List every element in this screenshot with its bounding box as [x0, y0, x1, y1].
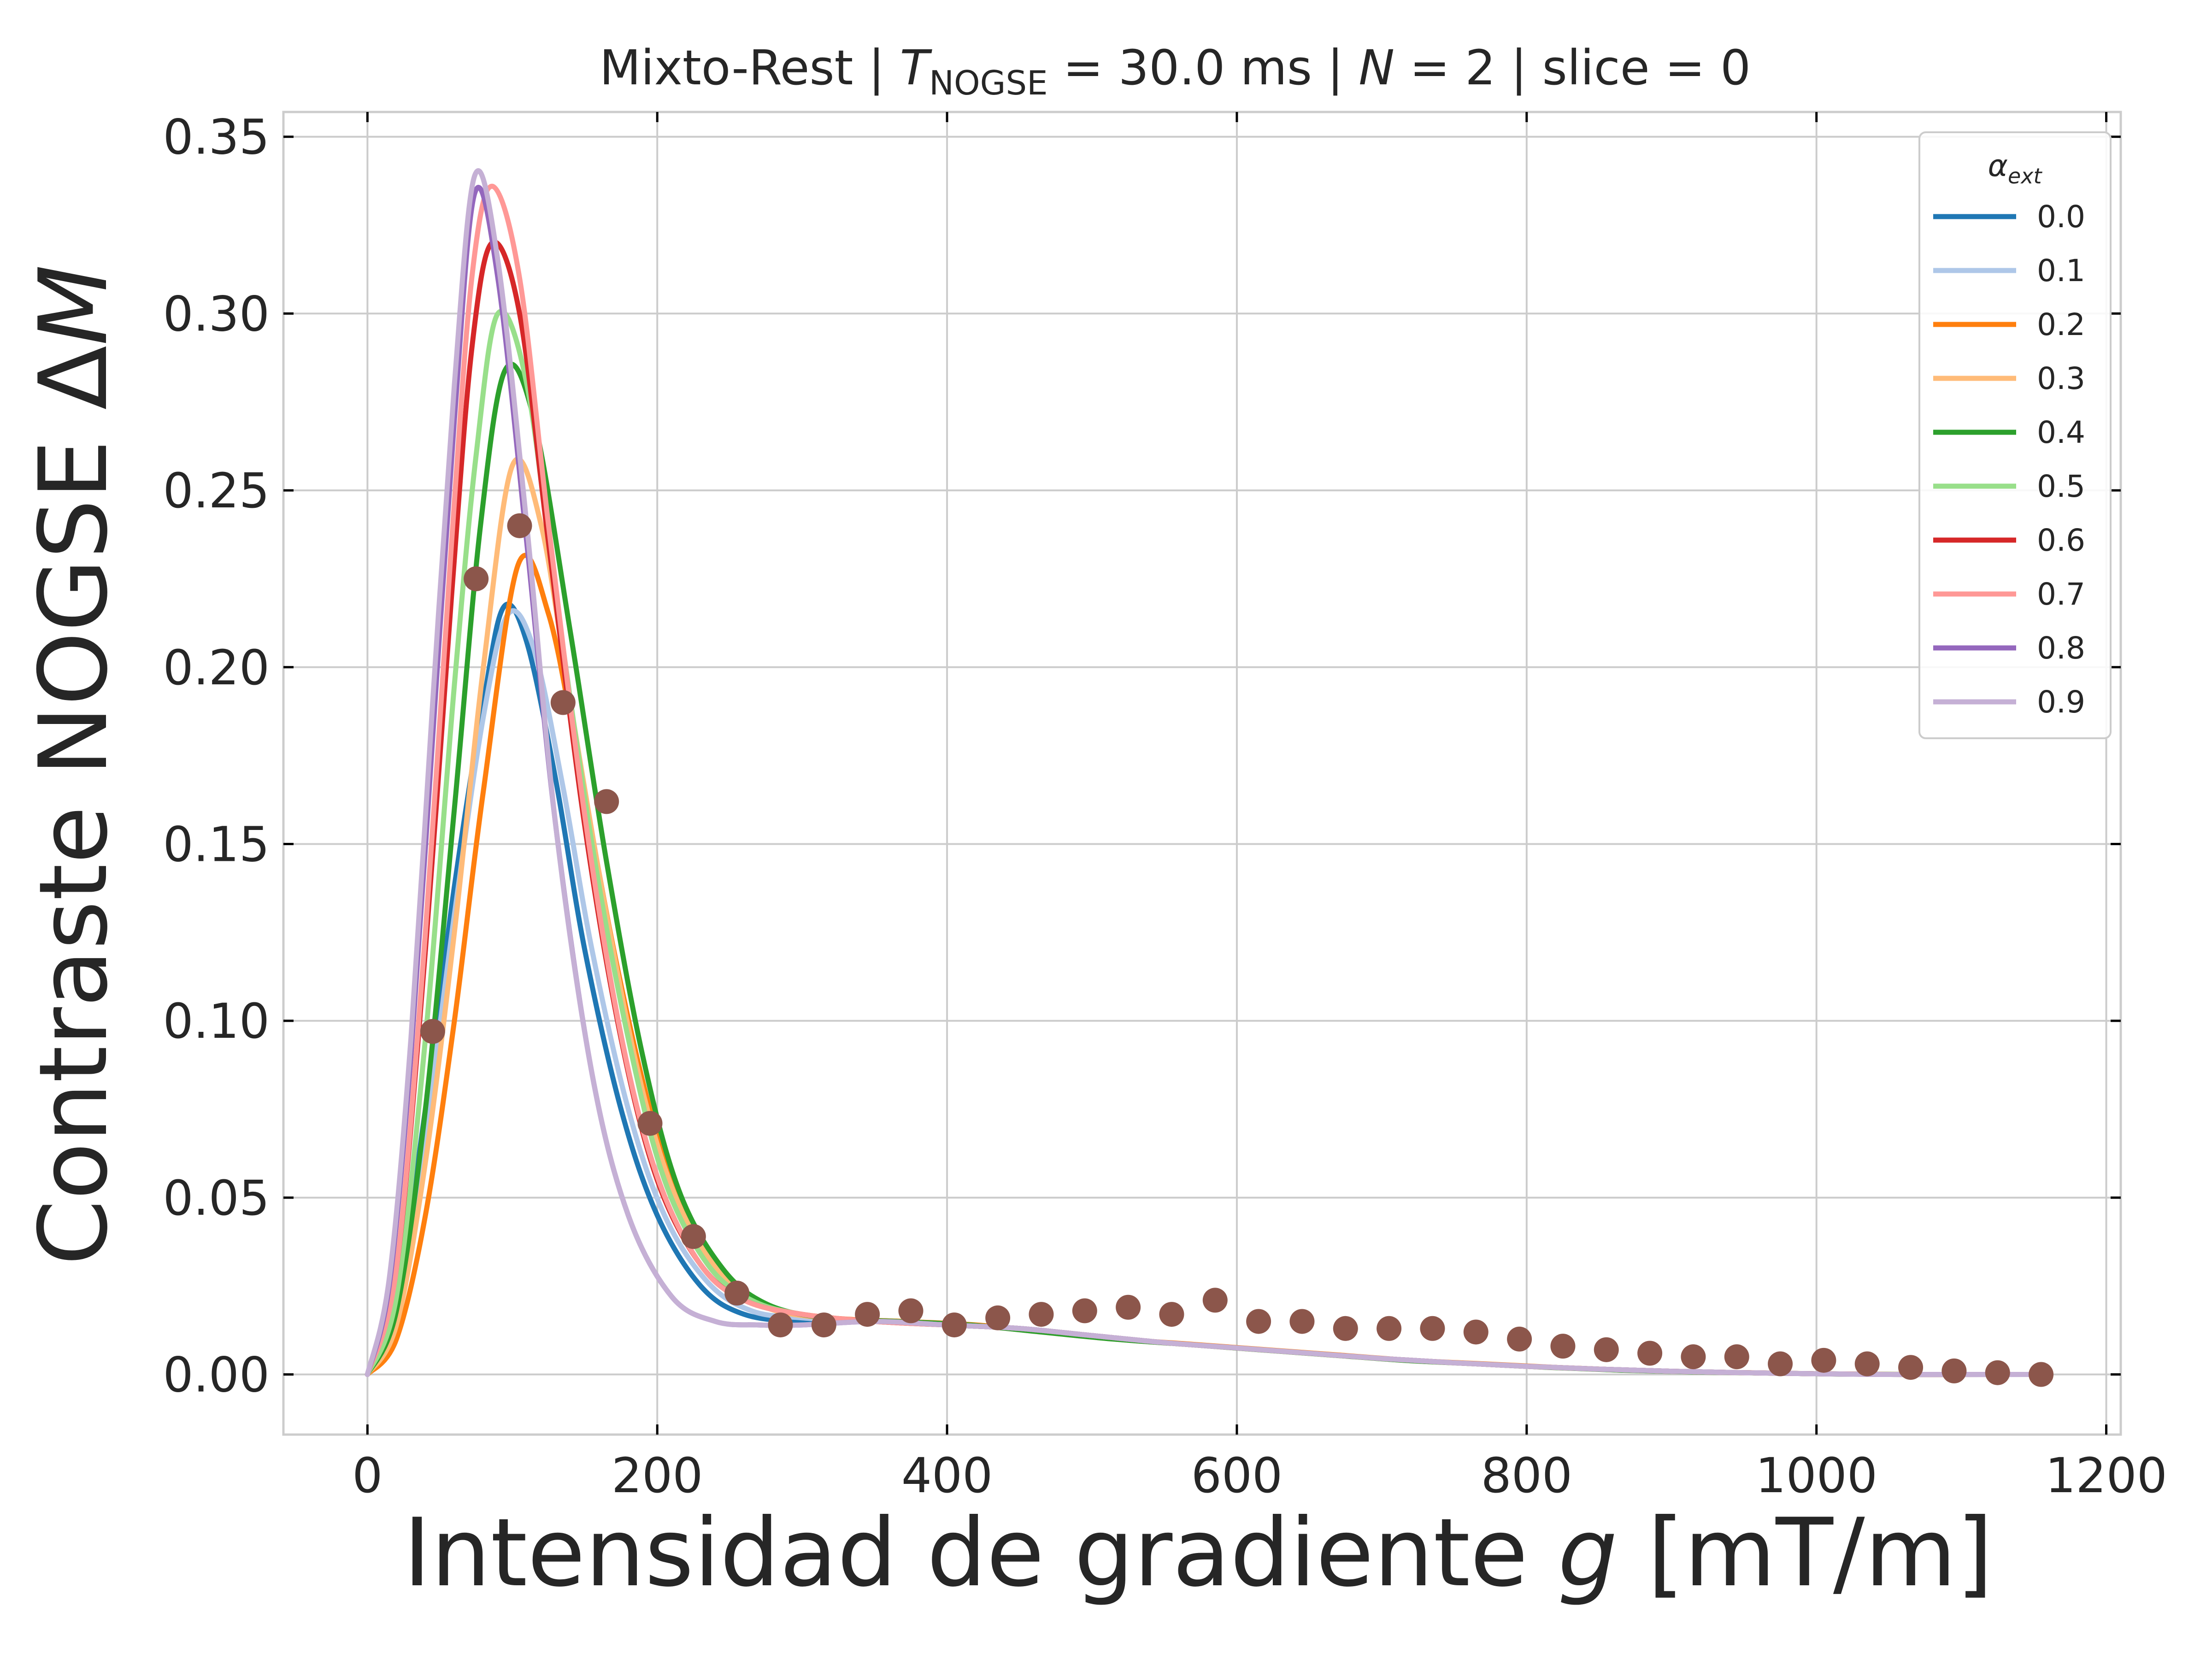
data-point: [1724, 1344, 1749, 1370]
legend-label-0.6: 0.6: [2037, 523, 2085, 558]
x-axis-label: Intensidad de gradiente g [mT/m]: [403, 1499, 1993, 1608]
legend-entries: 0.0 0.1 0.2 0.3 0.4 0.5 0.6 0.7 0.8 0.9: [1933, 199, 2085, 720]
data-point: [1116, 1294, 1141, 1320]
data-point: [1941, 1358, 1967, 1383]
series-line-0.9: [365, 168, 2040, 1377]
x-axis-label-var: g: [1558, 1499, 1618, 1608]
data-point: [855, 1302, 880, 1327]
y-tick-label: 0.35: [163, 109, 270, 165]
title-t-symbol: T: [900, 40, 933, 96]
tick-labels: 0 200 400 600 800 1000 1200 0.00 0.05 0.10 0.15 0.2…: [163, 109, 2167, 1504]
data-point: [1768, 1351, 1793, 1377]
legend-label-0.0: 0.0: [2037, 199, 2085, 235]
data-point: [681, 1224, 706, 1249]
data-point: [1420, 1316, 1445, 1341]
y-tick-label: 0.25: [163, 463, 270, 519]
data-point: [1072, 1298, 1097, 1324]
data-point: [724, 1281, 750, 1306]
x-tick-label: 1200: [2045, 1447, 2167, 1504]
chart-title: Mixto-Rest | TNOGSE = 30.0 ms | N = 2 | …: [600, 40, 1751, 102]
legend-label-0.7: 0.7: [2037, 577, 2085, 612]
legend-title-symbol: α: [1988, 148, 2008, 183]
data-point: [1246, 1309, 1271, 1334]
legend-label-0.9: 0.9: [2037, 684, 2085, 720]
y-axis-label: Contraste NOGSE ΔM: [19, 265, 129, 1265]
data-point: [1550, 1334, 1576, 1359]
data-point: [768, 1312, 793, 1338]
data-point: [898, 1298, 924, 1324]
data-point: [1289, 1309, 1315, 1334]
y-tick-label: 0.10: [163, 993, 270, 1049]
plot-frame: [282, 111, 2122, 1436]
data-point: [550, 690, 576, 715]
title-t-value: = 30.0 ms |: [1048, 40, 1359, 96]
x-tick-label: 600: [1191, 1447, 1283, 1504]
title-t-subscript: NOGSE: [929, 64, 1048, 102]
title-n-symbol: N: [1359, 40, 1394, 96]
y-tick-label: 0.30: [163, 286, 270, 342]
data-point: [1681, 1344, 1706, 1370]
x-tick-label: 0: [352, 1447, 382, 1504]
legend: αext 0.0 0.1 0.2 0.3 0.4 0.5 0.6 0.7 0.8 0.9: [1918, 131, 2112, 739]
y-tick-label: 0.00: [163, 1347, 270, 1403]
data-points: [420, 513, 2054, 1387]
data-point: [1159, 1302, 1184, 1327]
series-lines: [365, 168, 2040, 1377]
x-tick-label: 800: [1481, 1447, 1573, 1504]
x-tick-label: 1000: [1755, 1447, 1877, 1504]
data-point: [1898, 1355, 1924, 1380]
data-point: [594, 789, 619, 814]
legend-label-0.2: 0.2: [2037, 307, 2085, 342]
data-point: [1985, 1360, 2010, 1385]
axis-ticks: [283, 112, 2121, 1435]
y-tick-label: 0.20: [163, 640, 270, 696]
y-axis-label-text: Contraste NOGSE Δ: [19, 346, 129, 1265]
y-axis-label-var: M: [19, 265, 129, 346]
data-point: [637, 1111, 663, 1136]
data-point: [1637, 1341, 1663, 1366]
legend-title-subscript: ext: [2008, 164, 2043, 188]
data-point: [420, 1019, 445, 1044]
data-point: [1377, 1316, 1402, 1341]
data-point: [2029, 1362, 2054, 1387]
data-point: [1202, 1288, 1228, 1313]
data-point: [1594, 1337, 1619, 1362]
y-tick-label: 0.05: [163, 1170, 270, 1226]
legend-label-0.8: 0.8: [2037, 630, 2085, 666]
title-prefix: Mixto-Rest |: [600, 40, 900, 96]
legend-title: αext: [1988, 148, 2042, 188]
data-point: [1854, 1351, 1880, 1377]
x-axis-label-unit: [mT/m]: [1618, 1499, 1993, 1608]
data-point: [985, 1305, 1011, 1330]
data-point: [1811, 1347, 1836, 1373]
data-point: [811, 1312, 836, 1338]
x-tick-label: 400: [901, 1447, 993, 1504]
legend-label-0.4: 0.4: [2037, 415, 2085, 450]
x-tick-label: 200: [612, 1447, 703, 1504]
data-point: [464, 566, 489, 591]
title-n-value: = 2 | slice = 0: [1394, 40, 1751, 96]
data-point: [1333, 1316, 1358, 1341]
legend-label-0.3: 0.3: [2037, 361, 2085, 396]
data-point: [507, 513, 532, 538]
x-axis-label-text: Intensidad de gradiente: [403, 1499, 1558, 1608]
legend-label-0.5: 0.5: [2037, 469, 2085, 504]
legend-box: [1918, 131, 2112, 739]
data-point: [941, 1312, 967, 1338]
data-point: [1029, 1302, 1054, 1327]
data-point: [1507, 1326, 1532, 1352]
y-tick-label: 0.15: [163, 816, 270, 872]
data-point: [1463, 1319, 1488, 1345]
legend-label-0.1: 0.1: [2037, 253, 2085, 288]
